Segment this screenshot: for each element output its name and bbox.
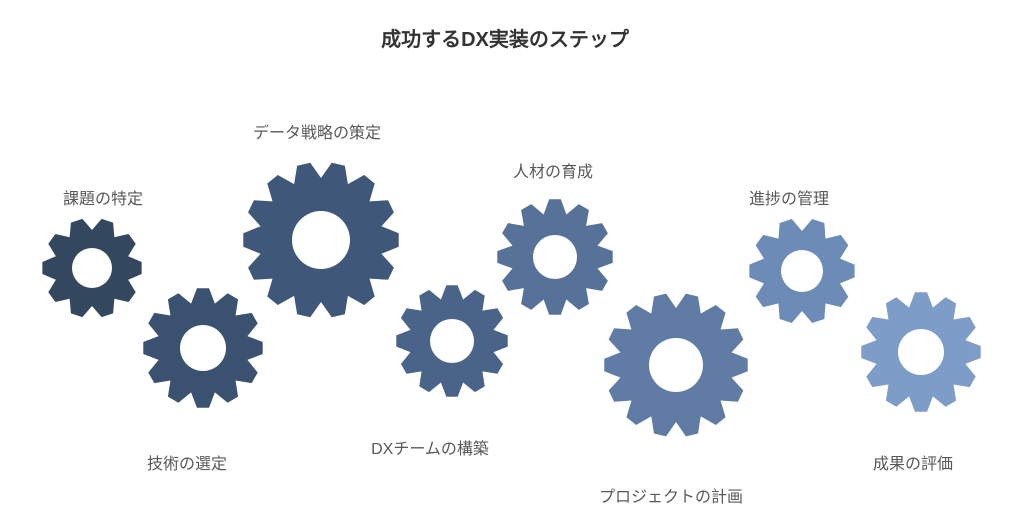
gear-icon <box>497 199 612 314</box>
diagram-stage: 成功するDX実装のステップ 課題の特定技術の選定 データ戦略の策定 DXチームの構築… <box>0 0 1010 528</box>
gear-5-label: 人材の育成 <box>513 158 593 182</box>
gear-icon <box>861 292 980 411</box>
gear-icon <box>396 285 507 396</box>
gear-3 <box>241 160 401 320</box>
gear-icon <box>42 219 141 317</box>
diagram-title: 成功するDX実装のステップ <box>0 23 1010 52</box>
gear-icon <box>749 219 854 323</box>
gear-4 <box>394 283 510 399</box>
gear-1-label: 課題の特定 <box>63 185 143 209</box>
gear-8-label: 成果の評価 <box>873 450 953 474</box>
gear-5 <box>495 197 615 317</box>
gear-7 <box>747 216 857 326</box>
gear-8 <box>859 290 983 414</box>
gear-6-label: プロジェクトの計画 <box>599 483 743 507</box>
gear-3-label: データ戦略の策定 <box>253 119 381 143</box>
gear-7-label: 進捗の管理 <box>749 185 829 209</box>
gear-6 <box>602 291 750 439</box>
gear-4-label: DXチームの構築 <box>371 435 489 459</box>
gear-2-label: 技術の選定 <box>147 450 227 474</box>
gear-1 <box>40 216 144 320</box>
gear-icon <box>243 163 398 318</box>
gear-icon <box>604 294 747 437</box>
